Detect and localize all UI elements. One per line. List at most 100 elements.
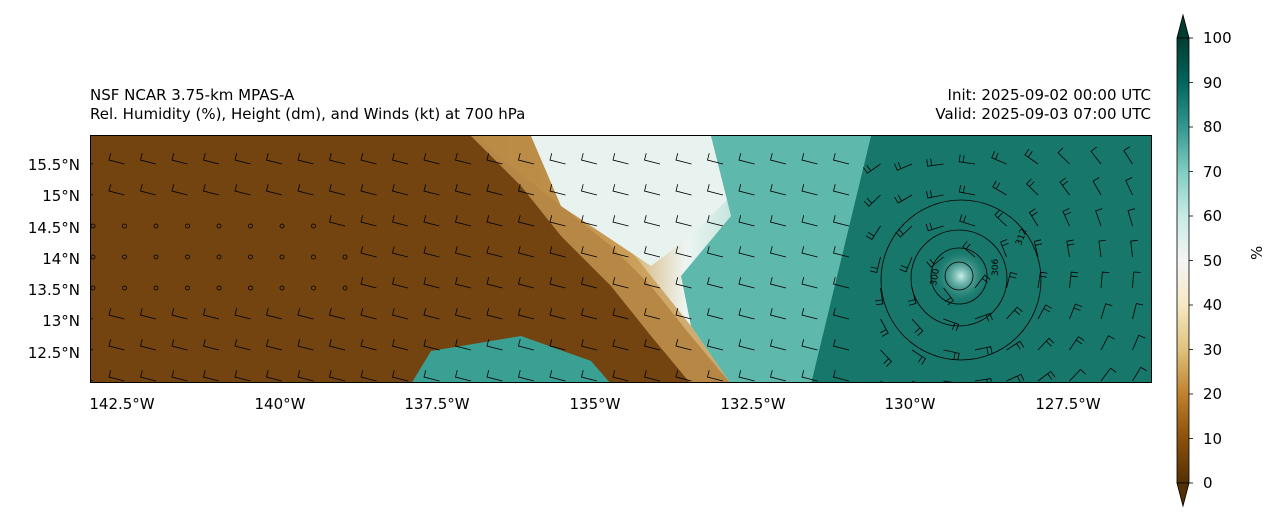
wind-barb bbox=[392, 153, 409, 165]
wind-barb bbox=[108, 153, 125, 165]
wind-barb bbox=[1100, 335, 1115, 351]
wind-barb bbox=[360, 215, 377, 227]
wind-barb bbox=[549, 184, 566, 196]
wind-barb bbox=[908, 287, 917, 306]
wind-barb bbox=[675, 153, 692, 165]
wind-barb bbox=[612, 308, 629, 320]
wind-barb bbox=[1069, 368, 1086, 382]
wind-barb bbox=[549, 246, 566, 258]
calm-wind-marker bbox=[216, 223, 222, 229]
wind-barb bbox=[675, 246, 692, 258]
wind-barb bbox=[1069, 271, 1079, 289]
model-title: NSF NCAR 3.75-km MPAS-A bbox=[90, 86, 295, 104]
colorbar-extend-max bbox=[1176, 13, 1190, 39]
colorbar-tick: 60 bbox=[1203, 207, 1223, 225]
colorbar bbox=[1176, 13, 1193, 508]
wind-barb bbox=[1037, 271, 1048, 289]
height-contour bbox=[880, 199, 1042, 361]
wind-barb bbox=[894, 162, 913, 171]
wind-barb bbox=[943, 318, 960, 332]
colorbar-tick: 0 bbox=[1203, 474, 1213, 492]
calm-wind-marker bbox=[185, 254, 190, 260]
wind-barb bbox=[1059, 177, 1070, 196]
wind-barb bbox=[549, 339, 566, 351]
lon-tick: 135°W bbox=[569, 395, 621, 413]
wind-barb bbox=[833, 215, 850, 227]
wind-barb bbox=[140, 370, 157, 382]
wind-barb bbox=[994, 209, 1007, 227]
wind-barb bbox=[644, 246, 661, 258]
wind-barb bbox=[234, 308, 251, 320]
wind-barb bbox=[644, 308, 661, 320]
wind-barb bbox=[171, 339, 188, 351]
wind-barb bbox=[203, 370, 220, 382]
wind-barb bbox=[266, 184, 283, 196]
wind-barb bbox=[707, 184, 724, 196]
wind-barb bbox=[297, 370, 314, 382]
wind-barb bbox=[875, 287, 884, 306]
wind-barb bbox=[801, 370, 818, 382]
wind-barb bbox=[770, 277, 787, 289]
lon-tick: 132.5°W bbox=[720, 395, 786, 413]
wind-barb bbox=[738, 339, 755, 351]
contour-label: 306 bbox=[991, 259, 1001, 276]
wind-barb bbox=[549, 308, 566, 320]
field-title: Rel. Humidity (%), Height (dm), and Wind… bbox=[90, 105, 526, 123]
wind-barb bbox=[612, 153, 629, 165]
lat-tick: 13.5°N bbox=[27, 281, 80, 299]
wind-barb bbox=[1132, 271, 1141, 289]
wind-barb bbox=[423, 184, 440, 196]
wind-barb bbox=[943, 349, 960, 361]
wind-barb bbox=[926, 158, 944, 167]
wind-barb bbox=[801, 308, 818, 320]
wind-barb bbox=[171, 370, 188, 382]
wind-barb bbox=[925, 222, 944, 232]
wind-barb bbox=[974, 312, 993, 322]
wind-barb bbox=[675, 339, 692, 351]
wind-barb bbox=[644, 215, 661, 227]
wind-barb bbox=[392, 339, 409, 351]
wind-barb bbox=[770, 339, 787, 351]
wind-barb bbox=[833, 339, 850, 351]
map-panel: 300 306 312 bbox=[90, 135, 1152, 383]
colorbar-tick: 40 bbox=[1203, 296, 1223, 314]
wind-barb bbox=[962, 241, 976, 258]
wind-barb bbox=[518, 370, 535, 382]
wind-barb bbox=[770, 308, 787, 320]
wind-barb bbox=[360, 246, 377, 258]
wind-barb bbox=[297, 153, 314, 165]
wind-barb bbox=[1132, 366, 1147, 382]
wind-barb bbox=[392, 370, 409, 382]
lon-tick: 137.5°W bbox=[404, 395, 470, 413]
wind-barb bbox=[360, 153, 377, 165]
wind-barb bbox=[801, 246, 818, 258]
wind-barb bbox=[329, 184, 346, 196]
calm-wind-marker bbox=[153, 223, 159, 229]
wind-barb bbox=[707, 153, 724, 165]
wind-barb bbox=[234, 339, 251, 351]
wind-barb bbox=[1123, 146, 1133, 165]
wind-barb bbox=[108, 308, 125, 320]
wind-barb bbox=[1069, 303, 1082, 320]
wind-barb bbox=[974, 274, 991, 289]
wind-barb bbox=[770, 215, 787, 227]
calm-wind-marker bbox=[279, 254, 285, 260]
wind-barb bbox=[1092, 177, 1102, 196]
wind-barb bbox=[455, 370, 472, 382]
wind-barb bbox=[581, 246, 598, 258]
colorbar-tick: 50 bbox=[1203, 251, 1223, 270]
wind-barb bbox=[455, 308, 472, 320]
wind-barb bbox=[943, 380, 954, 382]
colorbar-label: % bbox=[1248, 245, 1266, 260]
height-contours bbox=[880, 199, 1042, 361]
calm-wind-marker bbox=[122, 254, 127, 260]
calm-wind-marker bbox=[91, 285, 96, 291]
wind-barb bbox=[329, 370, 346, 382]
wind-barb bbox=[518, 339, 535, 351]
calm-wind-marker bbox=[216, 254, 222, 260]
wind-barb bbox=[329, 215, 346, 227]
calm-wind-marker bbox=[216, 285, 222, 291]
title-left: NSF NCAR 3.75-km MPAS-A Rel. Humidity (%… bbox=[90, 86, 525, 124]
wind-barb bbox=[518, 153, 535, 165]
wind-barb bbox=[958, 154, 976, 165]
